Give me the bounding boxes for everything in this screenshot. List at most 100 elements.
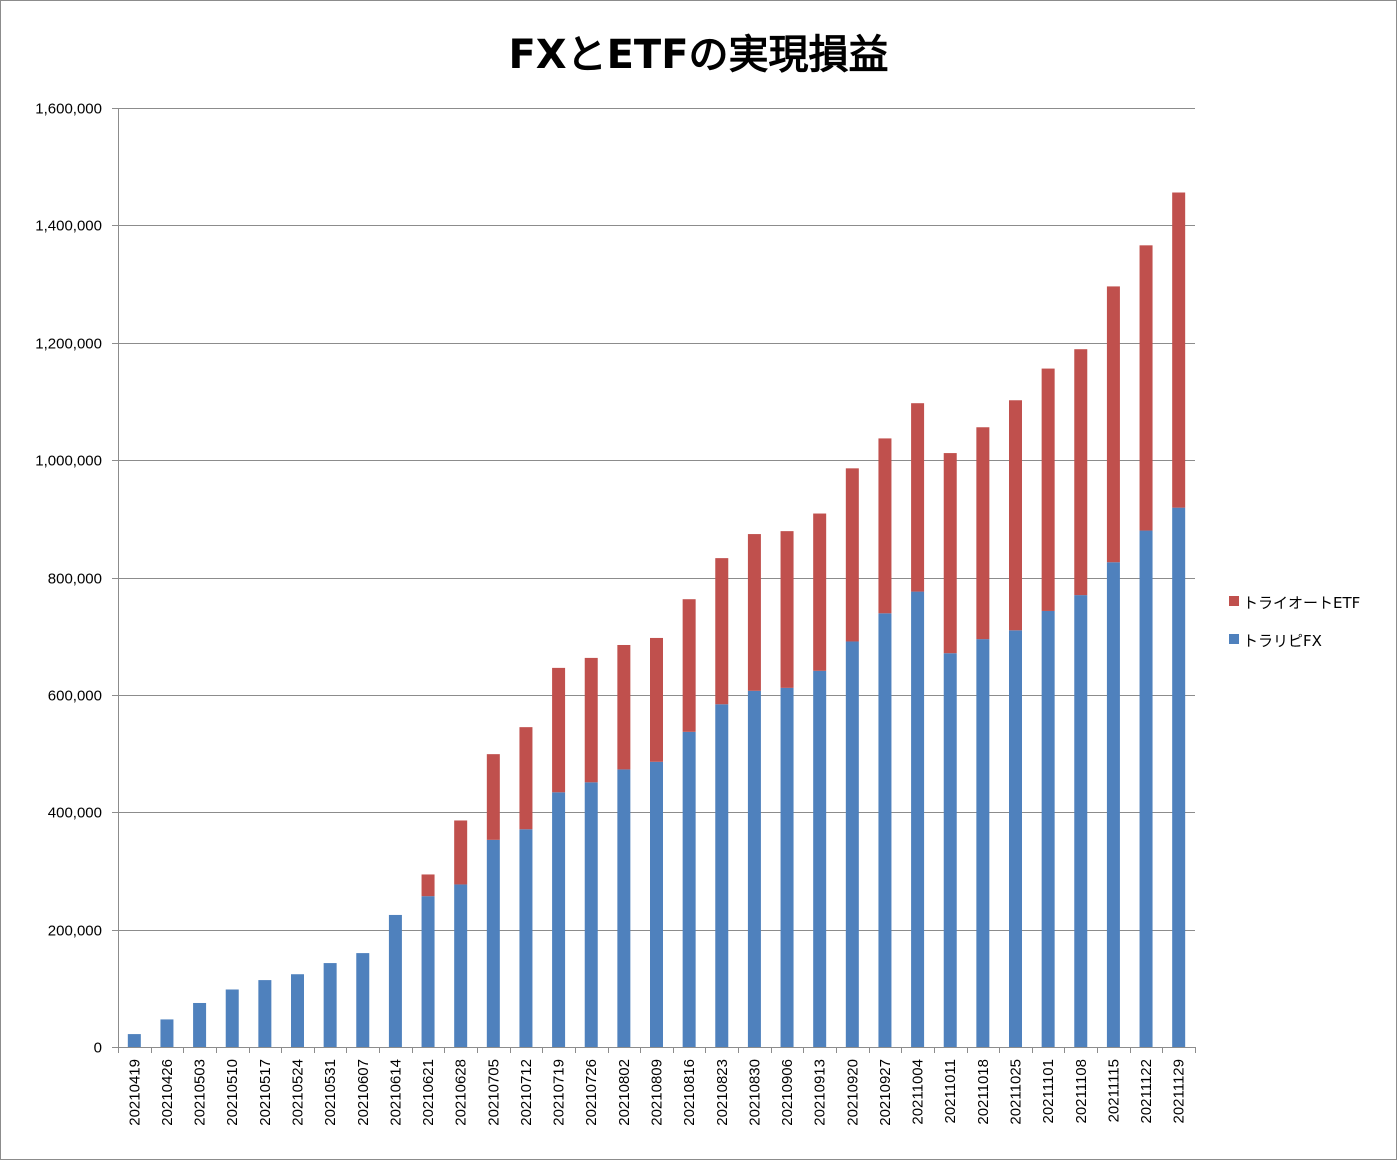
bar-segment-etf xyxy=(552,667,566,793)
bar-segment-etf xyxy=(421,874,435,897)
legend: トライオートETF トラリピFX xyxy=(1229,594,1360,650)
bar-segment-fx xyxy=(323,963,337,1047)
bar-segment-etf xyxy=(486,754,500,840)
x-tick-label: 20210726 xyxy=(583,1059,600,1126)
y-tick-label: 1,200,000 xyxy=(35,336,102,353)
bar-segment-etf xyxy=(1009,400,1022,631)
bar-segment-etf xyxy=(1172,192,1186,508)
x-tick-label: 20211018 xyxy=(975,1059,992,1125)
bar-segment-etf xyxy=(1106,286,1120,563)
bars xyxy=(127,192,1186,1047)
x-tick-label: 20210614 xyxy=(387,1059,404,1126)
legend-label: トラリピFX xyxy=(1243,632,1322,650)
x-tick-label: 20211108 xyxy=(1073,1059,1090,1124)
bar-segment-fx xyxy=(552,792,566,1047)
x-tick-label: 20210503 xyxy=(192,1059,209,1126)
bar-segment-fx xyxy=(1139,530,1153,1047)
bar-segment-fx xyxy=(584,782,598,1047)
bar-segment-fx xyxy=(813,670,827,1047)
chart-title: FXとETFの実現損益 xyxy=(508,32,889,78)
bar-segment-fx xyxy=(519,829,533,1047)
bar-segment-fx xyxy=(976,639,990,1047)
x-axis-tick-labels: 20210419 20210426 20210503 20210510 20210517… xyxy=(126,1059,1187,1126)
y-axis-tick-labels: 0 200,000 400,000 600,000 800,000 1,000,000 1,… xyxy=(35,101,102,1057)
bar-segment-fx xyxy=(617,769,631,1047)
x-tick-label: 20211122 xyxy=(1138,1059,1155,1124)
bar-segment-fx xyxy=(682,731,696,1047)
x-tick-label: 20211101 xyxy=(1040,1059,1057,1124)
bar-segment-fx xyxy=(650,761,663,1047)
bar-segment-fx xyxy=(225,989,239,1047)
bar-segment-etf xyxy=(1074,349,1088,596)
bar-segment-etf xyxy=(715,558,729,705)
y-tick-label: 1,600,000 xyxy=(35,101,102,118)
bar-segment-fx xyxy=(486,839,500,1047)
bar-segment-fx xyxy=(943,653,957,1047)
x-tick-label: 20210809 xyxy=(649,1059,666,1126)
bar-segment-fx xyxy=(911,591,925,1047)
x-tick-label: 20211011 xyxy=(942,1059,959,1124)
x-tick-label: 20210628 xyxy=(453,1059,470,1126)
y-tick-label: 600,000 xyxy=(48,688,102,705)
legend-swatch xyxy=(1229,596,1239,606)
bar-segment-fx xyxy=(1106,562,1120,1047)
x-tick-label: 20210510 xyxy=(224,1059,241,1126)
x-tick-label: 20210607 xyxy=(355,1059,372,1126)
bar-segment-fx xyxy=(421,896,435,1047)
bar-segment-fx xyxy=(454,884,468,1047)
bar-segment-etf xyxy=(1041,368,1055,611)
bar-segment-etf xyxy=(911,403,925,592)
bar-segment-fx xyxy=(1074,595,1088,1047)
bar-segment-fx xyxy=(878,613,892,1047)
x-tick-label: 20210906 xyxy=(779,1059,796,1126)
x-tick-label: 20210517 xyxy=(257,1059,274,1126)
bar-segment-etf xyxy=(650,637,663,762)
x-tick-label: 20211004 xyxy=(910,1059,927,1125)
bar-segment-fx xyxy=(1009,630,1022,1047)
x-tick-label: 20210920 xyxy=(844,1059,861,1126)
bar-segment-fx xyxy=(715,704,729,1047)
bar-segment-etf xyxy=(617,644,631,770)
x-tick-label: 20210823 xyxy=(714,1059,731,1126)
bar-segment-etf xyxy=(813,513,827,671)
bar-segment-etf xyxy=(976,427,990,640)
x-tick-label: 20210419 xyxy=(126,1059,143,1126)
bar-segment-fx xyxy=(780,687,794,1047)
bar-segment-fx xyxy=(845,641,859,1047)
bar-segment-fx xyxy=(356,953,370,1047)
bar-segment-etf xyxy=(519,727,533,830)
x-tick-label: 20210426 xyxy=(159,1059,176,1126)
bar-segment-etf xyxy=(454,820,468,885)
x-tick-label: 20211129 xyxy=(1171,1059,1188,1124)
x-tick-label: 20211025 xyxy=(1008,1059,1025,1125)
bar-segment-fx xyxy=(291,974,304,1047)
bar-segment-fx xyxy=(1172,507,1186,1047)
bar-segment-fx xyxy=(747,690,761,1047)
bar-segment-etf xyxy=(780,531,794,688)
x-tick-label: 20210913 xyxy=(812,1059,829,1126)
x-tick-label: 20210927 xyxy=(877,1059,894,1126)
bar-segment-etf xyxy=(584,657,598,783)
bar-segment-etf xyxy=(1139,245,1153,531)
legend-label: トライオートETF xyxy=(1243,594,1360,612)
x-tick-label: 20210816 xyxy=(681,1059,698,1126)
bar-segment-fx xyxy=(127,1034,141,1047)
y-tick-label: 400,000 xyxy=(48,805,102,822)
x-tick-label: 20210802 xyxy=(616,1059,633,1126)
bar-segment-etf xyxy=(747,534,761,691)
y-tick-label: 0 xyxy=(94,1040,102,1057)
bar-segment-etf xyxy=(943,453,957,654)
x-tick-label: 20211115 xyxy=(1105,1059,1122,1122)
x-tick-label: 20210719 xyxy=(551,1059,568,1126)
y-tick-label: 200,000 xyxy=(48,923,102,940)
y-tick-label: 1,400,000 xyxy=(35,218,102,235)
bar-segment-etf xyxy=(845,468,859,642)
bar-segment-etf xyxy=(878,438,892,614)
bar-segment-fx xyxy=(258,980,272,1047)
y-tick-label: 1,000,000 xyxy=(35,453,102,470)
bar-segment-fx xyxy=(193,1002,207,1047)
x-tick-label: 20210531 xyxy=(322,1059,339,1126)
bar-segment-fx xyxy=(1041,610,1055,1047)
